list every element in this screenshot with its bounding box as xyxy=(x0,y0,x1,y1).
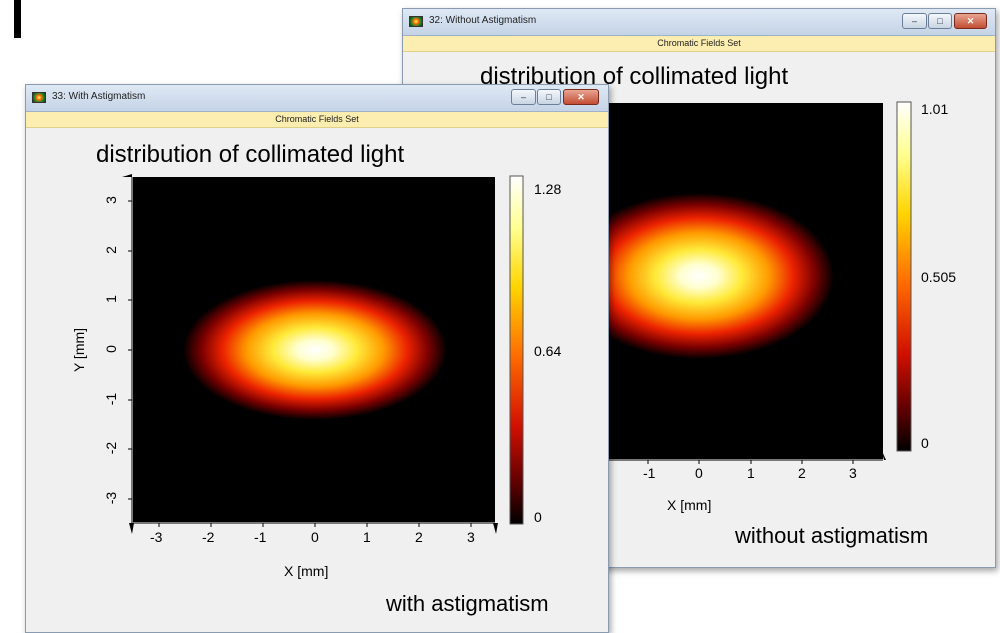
y-tick-label: 1 xyxy=(103,295,119,303)
caption: without astigmatism xyxy=(735,523,929,548)
minimize-icon: ‒ xyxy=(520,92,526,102)
colorbar-tick-label: 1.01 xyxy=(921,101,949,117)
y-tick-label: -3 xyxy=(103,491,119,505)
axis-end-marker xyxy=(122,174,132,177)
colorbar-tick-label: 0 xyxy=(534,509,542,525)
x-tick-marks xyxy=(158,523,472,527)
axis-end-marker xyxy=(129,523,134,534)
heatmap-plot[interactable] xyxy=(26,85,608,632)
x-tick-label: 0 xyxy=(311,529,319,545)
x-tick-label: 2 xyxy=(415,529,423,545)
colorbar-tick-label: 0.64 xyxy=(534,343,562,359)
x-tick-label: -2 xyxy=(202,529,215,545)
minimize-icon: ‒ xyxy=(911,16,917,26)
maximize-button[interactable]: □ xyxy=(928,13,952,29)
close-button[interactable]: ✕ xyxy=(954,13,987,29)
caption: with astigmatism xyxy=(386,591,549,616)
y-tick-label: 3 xyxy=(103,196,119,204)
y-tick-label: -1 xyxy=(103,392,119,406)
window-title: 33: With Astigmatism xyxy=(52,91,146,102)
y-tick-label: 2 xyxy=(103,246,119,254)
close-button[interactable]: ✕ xyxy=(563,89,599,105)
fields-set-bar: Chromatic Fields Set xyxy=(26,112,608,128)
colorbar-tick-label: 0 xyxy=(921,435,929,451)
window-with-astigmatism[interactable]: 33: With Astigmatism ‒ □ ✕ Chromatic Fie… xyxy=(25,84,609,633)
colorbar xyxy=(509,175,524,525)
y-tick-label: -2 xyxy=(103,441,119,455)
window-title: 32: Without Astigmatism xyxy=(429,15,537,26)
maximize-icon: □ xyxy=(546,92,552,102)
colorbar xyxy=(896,101,912,452)
minimize-button[interactable]: ‒ xyxy=(511,89,536,105)
axis-end-marker xyxy=(881,449,886,460)
maximize-button[interactable]: □ xyxy=(537,89,561,105)
fields-set-bar: Chromatic Fields Set xyxy=(403,36,995,52)
x-tick-label: 1 xyxy=(747,465,755,481)
y-tick-label: 0 xyxy=(103,345,119,353)
y-axis-label: Y [mm] xyxy=(71,327,87,373)
title-bar[interactable]: 32: Without Astigmatism ‒ □ ✕ xyxy=(403,9,995,36)
x-axis-label: X [mm] xyxy=(284,563,329,579)
x-axis-label: X [mm] xyxy=(667,497,712,513)
axis-end-marker xyxy=(493,523,498,534)
x-tick-label: 3 xyxy=(849,465,857,481)
x-tick-label: 3 xyxy=(467,529,475,545)
app-icon xyxy=(32,92,46,103)
app-icon xyxy=(409,16,423,27)
close-icon: ✕ xyxy=(966,16,975,26)
colorbar-tick-label: 0.505 xyxy=(921,269,957,285)
colorbar-tick-label: 1.28 xyxy=(534,181,562,197)
x-tick-label: -3 xyxy=(150,529,163,545)
corner-marker xyxy=(14,0,21,38)
heatmap-image xyxy=(603,103,883,459)
heatmap-plot[interactable] xyxy=(403,9,995,567)
close-icon: ✕ xyxy=(577,92,585,102)
heatmap-image xyxy=(133,177,495,522)
x-tick-label: 0 xyxy=(695,465,703,481)
x-tick-label: 2 xyxy=(798,465,806,481)
y-tick-marks xyxy=(128,200,132,500)
x-tick-label: -1 xyxy=(643,465,656,481)
x-tick-label: 1 xyxy=(363,529,371,545)
title-bar[interactable]: 33: With Astigmatism ‒ □ ✕ xyxy=(26,85,608,112)
maximize-icon: □ xyxy=(937,16,943,26)
plot-title: distribution of collimated light xyxy=(96,141,405,168)
minimize-button[interactable]: ‒ xyxy=(902,13,927,29)
x-tick-label: -1 xyxy=(254,529,267,545)
x-tick-marks xyxy=(647,460,854,464)
